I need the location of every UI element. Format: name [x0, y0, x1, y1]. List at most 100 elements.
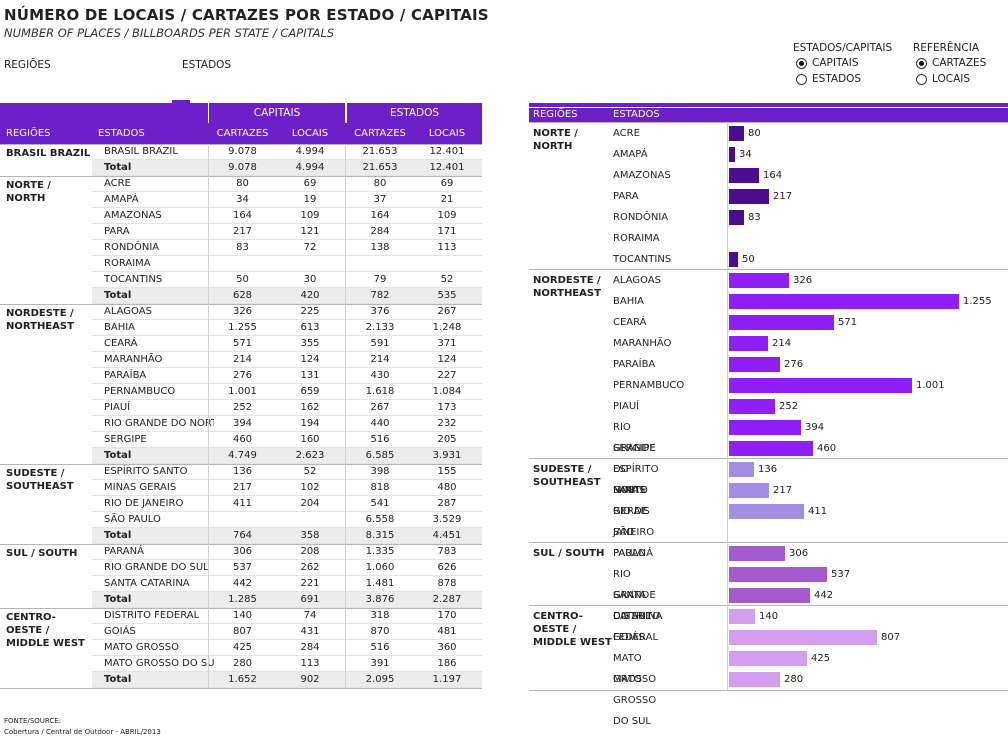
value-cell: 173	[437, 402, 457, 413]
row-line	[92, 223, 482, 224]
value-cell: 398	[370, 466, 390, 477]
value-cell: 2.623	[295, 450, 325, 461]
bar[interactable]	[729, 567, 827, 582]
value-cell: 217	[232, 226, 253, 237]
row-line	[92, 623, 482, 624]
radio-estados[interactable]: ESTADOS	[796, 71, 861, 87]
value-cell: 280	[232, 658, 253, 669]
value-cell: 79	[373, 274, 387, 285]
region-separator	[0, 544, 482, 545]
bar[interactable]	[729, 168, 759, 183]
chart-region-label: NORTE / NORTH	[533, 128, 578, 152]
value-cell: 252	[232, 402, 253, 413]
bar[interactable]	[729, 273, 789, 288]
value-cell: 155	[437, 466, 457, 477]
value-cell: 34	[236, 194, 249, 205]
row-line	[92, 655, 482, 656]
value-cell: 4.451	[432, 530, 462, 541]
source-label: FONTE/SOURCE:	[4, 717, 62, 725]
bar-value-label: 460	[817, 443, 837, 454]
bar[interactable]	[729, 672, 780, 687]
radio-cartazes[interactable]: CARTAZES	[916, 55, 986, 71]
bar[interactable]	[729, 420, 801, 435]
col-estados: ESTADOS	[98, 128, 145, 139]
value-cell: 52	[303, 466, 317, 477]
value-cell: 807	[232, 626, 253, 637]
bar[interactable]	[729, 315, 834, 330]
bar[interactable]	[729, 357, 780, 372]
table-row: PERNAMBUCO 1.001 659 1.618 1.084	[92, 384, 482, 400]
value-cell	[209, 512, 276, 528]
bar-category-label: MINAS GERAIS	[613, 485, 650, 517]
bar[interactable]	[729, 210, 744, 225]
bar-category-label: MATO GROSSO DO SUL	[613, 674, 657, 727]
bar-category-label: DISTRITO FEDERAL	[613, 611, 660, 643]
bar[interactable]	[729, 189, 769, 204]
value-cell: 431	[300, 626, 320, 637]
bar-category-label: PIAUÍ	[613, 401, 640, 412]
bar[interactable]	[729, 252, 738, 267]
bar-category-label: SÃO PAULO	[613, 527, 646, 559]
bar-value-label: 280	[784, 674, 804, 685]
bar[interactable]	[729, 399, 775, 414]
bar-value-label: 411	[808, 506, 828, 517]
bar-category-label: AMAPÁ	[613, 149, 648, 160]
state-cell: PERNAMBUCO	[104, 386, 176, 397]
value-cell: 21.653	[362, 146, 398, 157]
row-line	[92, 415, 482, 416]
chart-region-separator	[529, 542, 1008, 543]
bar[interactable]	[729, 483, 769, 498]
bar[interactable]	[729, 441, 813, 456]
bar[interactable]	[729, 294, 959, 309]
value-cell: 4.994	[295, 146, 325, 157]
value-cell: 217	[232, 482, 253, 493]
value-cell: 659	[300, 386, 320, 397]
state-cell: MARANHÃO	[104, 354, 163, 365]
page-subtitle: NUMBER OF PLACES / BILLBOARDS PER STATE …	[4, 26, 335, 40]
bar[interactable]	[729, 336, 768, 351]
value-cell: 232	[437, 418, 457, 429]
row-line	[92, 399, 482, 400]
row-line	[92, 239, 482, 240]
value-cell: 440	[370, 418, 390, 429]
state-cell: AMAZONAS	[104, 210, 162, 221]
value-cell: 8.315	[365, 530, 395, 541]
table-row: GOIÁS 807 431 870 481	[92, 624, 482, 640]
value-cell: 626	[437, 562, 457, 573]
value-cell: 425	[232, 642, 253, 653]
bar[interactable]	[729, 126, 744, 141]
total-row: Total 4.749 2.623 6.585 3.931	[92, 448, 482, 464]
bar[interactable]	[729, 147, 735, 162]
table-row: RIO GRANDE DO NORTE 394 194 440 232	[92, 416, 482, 432]
bar[interactable]	[729, 462, 754, 477]
row-line	[92, 591, 482, 592]
bar[interactable]	[729, 651, 807, 666]
value-cell: 358	[300, 530, 320, 541]
state-cell: BRASIL BRAZIL	[104, 146, 178, 157]
value-cell: 21	[440, 194, 454, 205]
value-cell: 1.197	[432, 674, 462, 685]
radio-capitais[interactable]: CAPITAIS	[796, 55, 861, 71]
bar-value-label: 306	[789, 548, 809, 559]
bar-category-label: ACRE	[613, 128, 640, 139]
value-cell: 214	[370, 354, 390, 365]
table-row: DISTRITO FEDERAL 140 74 318 170	[92, 608, 482, 624]
bar[interactable]	[729, 546, 785, 561]
value-cell: 109	[437, 210, 457, 221]
region-label: NORTE / NORTH	[6, 180, 51, 204]
bar[interactable]	[729, 504, 804, 519]
radio-locais[interactable]: LOCAIS	[916, 71, 986, 87]
region-label: NORDESTE / NORTHEAST	[6, 308, 74, 332]
bar[interactable]	[729, 630, 877, 645]
state-cell: PARA	[104, 226, 130, 237]
column-header-row: REGIÕES ESTADOS CARTAZES LOCAIS CARTAZES…	[0, 123, 482, 144]
value-cell: 878	[437, 578, 457, 589]
bar[interactable]	[729, 588, 810, 603]
row-line	[92, 495, 482, 496]
value-cell: 170	[437, 610, 457, 621]
state-cell: AMAPÁ	[104, 194, 139, 205]
bar[interactable]	[729, 378, 912, 393]
value-cell: 2.095	[365, 674, 395, 685]
value-cell: 613	[300, 322, 320, 333]
bar[interactable]	[729, 609, 755, 624]
